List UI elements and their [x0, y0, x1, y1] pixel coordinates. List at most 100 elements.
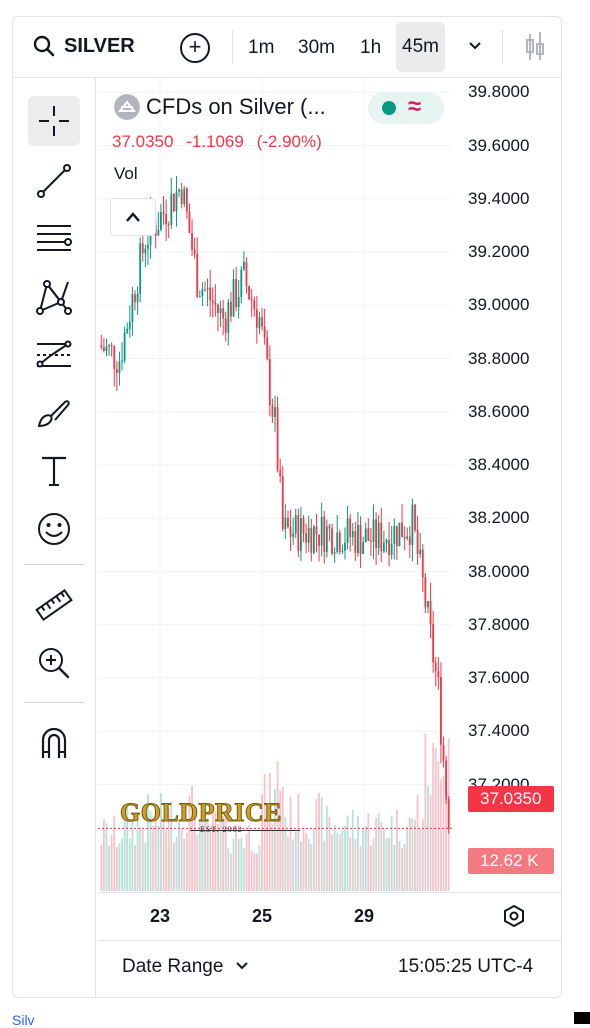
volume-bar	[110, 834, 113, 891]
time-label-25: 25	[252, 906, 273, 926]
volume-bar	[152, 825, 155, 891]
volume-bar	[406, 826, 409, 891]
candle-body	[230, 301, 232, 317]
symbol-title[interactable]: CFDs on Silver (...	[146, 94, 326, 119]
volume-bar	[323, 840, 326, 891]
candle-body	[408, 536, 411, 545]
candle-body	[240, 269, 243, 297]
text-tool[interactable]	[28, 446, 80, 496]
prediction-tool[interactable]	[28, 330, 80, 380]
ruler-icon	[35, 588, 73, 622]
candle-body	[307, 527, 310, 543]
volume-label: Vol	[114, 164, 138, 183]
chevron-down-icon	[235, 962, 248, 970]
chart-type-icon[interactable]	[522, 30, 548, 64]
candle-body	[248, 285, 250, 300]
candle-body	[276, 407, 279, 471]
watermark-rule	[190, 830, 300, 831]
volume-bar	[370, 845, 372, 891]
candle-body	[268, 358, 271, 406]
magnet-tool[interactable]	[28, 718, 80, 768]
volume-bar	[395, 809, 398, 891]
volume-bar	[359, 846, 362, 891]
volume-bar	[382, 828, 385, 891]
volume-bar	[266, 820, 269, 891]
page-fragment: Silv	[12, 1012, 35, 1028]
market-status-pill[interactable]: ≈	[368, 92, 444, 124]
candle-body	[180, 189, 183, 205]
candle-body	[354, 531, 357, 554]
candle-body	[372, 519, 375, 542]
candle-body	[134, 294, 136, 303]
candle-body	[346, 518, 349, 543]
candle-body	[300, 518, 302, 551]
symbol-search[interactable]: SILVER	[32, 34, 135, 58]
candle-body	[421, 549, 424, 578]
candle-body	[214, 302, 217, 305]
volume-bar	[141, 829, 144, 891]
candle-body	[222, 308, 225, 319]
volume-bar	[318, 792, 320, 891]
candle-body	[294, 515, 297, 534]
volume-bar	[336, 833, 339, 891]
candle-body	[336, 532, 339, 553]
volume-bar	[105, 823, 108, 891]
clock-timezone[interactable]: 15:05:25 UTC-4	[398, 956, 534, 977]
candle-body	[102, 347, 105, 351]
measure-tool[interactable]	[28, 580, 80, 630]
magnet-icon	[41, 727, 67, 758]
pattern-icon	[36, 280, 72, 315]
candle-body	[289, 526, 292, 537]
candle-body	[429, 601, 432, 625]
time-label-23: 23	[150, 906, 171, 926]
candle-body	[242, 261, 245, 270]
volume-bar	[191, 785, 193, 891]
volume-bar	[235, 824, 238, 891]
candle-body	[113, 346, 116, 370]
volume-bar	[398, 840, 401, 891]
price-chart[interactable]	[98, 79, 452, 891]
last-price: 37.0350	[112, 132, 174, 151]
zoom-tool[interactable]	[28, 638, 80, 688]
candle-body	[310, 527, 313, 553]
compare-symbol-button[interactable]: +	[180, 33, 210, 63]
candle-body	[237, 296, 240, 308]
candle-body	[434, 662, 437, 671]
pattern-tool[interactable]	[28, 272, 80, 322]
volume-bar	[139, 826, 142, 891]
price-tick-label: 39.0000	[468, 295, 530, 315]
candle-body	[287, 517, 289, 527]
collapse-legend-button[interactable]	[110, 198, 156, 236]
candle-body	[377, 522, 380, 549]
candle-body	[108, 345, 110, 347]
emoji-tool[interactable]	[28, 504, 80, 554]
volume-bar	[175, 836, 178, 891]
candle-body	[118, 361, 121, 374]
volume-bar	[349, 837, 352, 891]
settings-icon[interactable]	[502, 904, 526, 928]
volume-bar	[185, 832, 188, 891]
volume-bar	[357, 815, 359, 891]
volume-bar	[263, 774, 266, 891]
volume-bar	[372, 838, 375, 891]
trend-line-tool[interactable]	[28, 156, 80, 206]
date-range-button[interactable]: Date Range	[122, 956, 249, 978]
fib-tool[interactable]	[28, 214, 80, 264]
volume-bar	[393, 844, 396, 891]
candle-body	[198, 296, 201, 298]
timeframe-1m[interactable]: 1m	[248, 37, 275, 58]
top-bar-border	[12, 77, 562, 78]
brush-tool[interactable]	[28, 388, 80, 438]
candle-body	[266, 337, 269, 359]
timeframe-1h[interactable]: 1h	[360, 37, 382, 58]
crosshair-tool[interactable]	[28, 96, 80, 146]
plus-icon: +	[188, 34, 202, 59]
watermark-est: EST. 2002	[200, 825, 243, 834]
volume-bar	[312, 828, 315, 891]
timeframe-45m[interactable]: 45m	[396, 22, 445, 72]
timeframe-30m[interactable]: 30m	[298, 37, 335, 58]
candle-body	[323, 516, 326, 553]
candle-body	[183, 188, 186, 205]
chevron-down-icon[interactable]	[467, 37, 483, 53]
volume-bar	[421, 819, 424, 891]
